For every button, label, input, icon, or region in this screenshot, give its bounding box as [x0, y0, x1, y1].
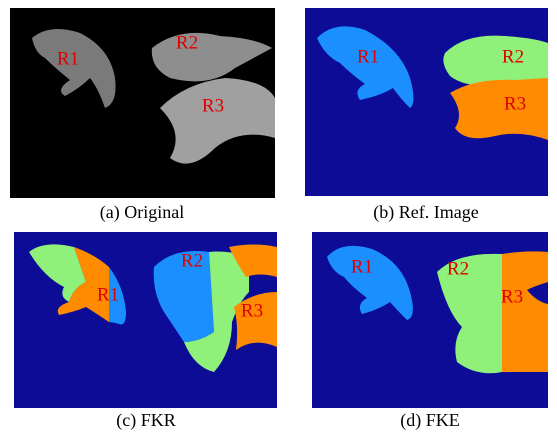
region-shape [29, 244, 86, 302]
caption: (a) Original [100, 202, 184, 223]
object-shape [151, 32, 272, 82]
region-label: R3 [202, 95, 224, 116]
region-shape [443, 35, 548, 87]
region-label: R3 [241, 300, 263, 321]
panel-reference: R1 R2 R3 [305, 8, 548, 196]
region-label: R2 [502, 46, 524, 67]
panel-original: R1 R2 R3 [10, 8, 275, 198]
region-shape [234, 292, 277, 350]
region-label: R1 [97, 284, 119, 305]
region-label: R1 [57, 48, 79, 69]
region-label: R2 [447, 258, 469, 279]
caption: (b) Ref. Image [373, 202, 478, 223]
caption: (d) FKE [400, 410, 460, 431]
region-label: R2 [176, 32, 198, 53]
region-shape [184, 251, 249, 372]
region-shape [317, 26, 414, 108]
region-label: R3 [501, 286, 523, 307]
object-shape [32, 29, 116, 108]
region-shape [229, 244, 277, 277]
region-label: R2 [181, 250, 203, 271]
region-label: R3 [504, 93, 526, 114]
region-shape [502, 251, 548, 372]
region-shape [57, 247, 109, 322]
caption: (c) FKR [116, 410, 176, 431]
region-shape [437, 253, 502, 374]
panel-fke: R1 R2 R3 [312, 232, 548, 408]
region-shape [327, 245, 413, 320]
region-label: R1 [351, 256, 373, 277]
region-shape [153, 251, 214, 342]
panel-fkr: R1 R2 R3 [14, 232, 277, 408]
object-shape [160, 78, 275, 164]
region-label: R1 [357, 46, 379, 67]
region-shape [450, 78, 548, 140]
region-shape [109, 267, 126, 325]
